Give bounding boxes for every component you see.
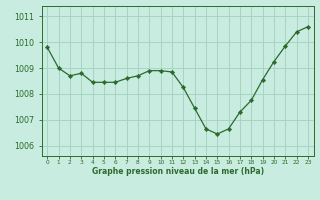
X-axis label: Graphe pression niveau de la mer (hPa): Graphe pression niveau de la mer (hPa): [92, 167, 264, 176]
